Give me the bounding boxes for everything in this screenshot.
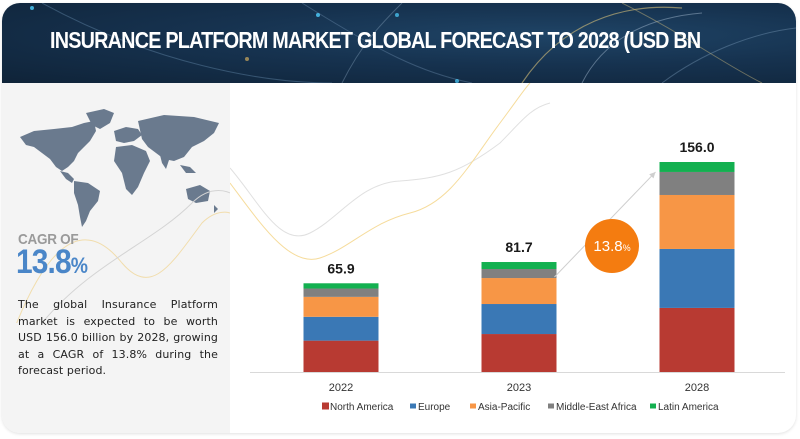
- growth-arrow-head: [649, 172, 656, 179]
- legend-label: Europe: [418, 402, 451, 413]
- x-tick-label: 2028: [685, 382, 709, 394]
- banner-light-trails: [30, 3, 796, 83]
- legend-item-middle-east-africa: Middle-East Africa: [548, 402, 637, 413]
- bar-segment-middle-east-africa-2022: [303, 288, 379, 297]
- bar-total-label: 65.9: [327, 260, 354, 276]
- stacked-bar-chart: 65.9 2022 81.7 2023 156.0 2028 13.8% North Am…: [229, 82, 785, 413]
- decorative-curves: [16, 190, 230, 323]
- bar-total-label: 81.7: [505, 239, 532, 255]
- bar-segment-asia-pacific-2022: [303, 296, 379, 317]
- legend-swatch: [548, 403, 554, 409]
- bar-segment-middle-east-africa-2023: [481, 269, 557, 279]
- decorative-curve-gold: [229, 82, 531, 260]
- bar-segment-north-america-2028: [659, 307, 735, 372]
- legend-label: Latin America: [658, 402, 719, 413]
- x-tick-label: 2023: [507, 382, 531, 394]
- summary-text: The global Insurance Platform market is …: [18, 298, 218, 377]
- world-map-icon: [20, 109, 219, 227]
- summary-panel: CAGR OF 13.8% The global Insurance Platf…: [2, 83, 230, 433]
- bar-segment-north-america-2023: [481, 334, 557, 372]
- chart-area: 65.9 2022 81.7 2023 156.0 2028 13.8% North Am…: [229, 82, 796, 433]
- cagr-value: 13.8%: [16, 243, 88, 282]
- legend-swatch: [410, 403, 416, 409]
- legend-label: Middle-East Africa: [556, 402, 637, 413]
- bar-segment-europe-2028: [659, 248, 735, 308]
- cagr-label: CAGR OF: [18, 231, 79, 248]
- legend-label: Asia-Pacific: [478, 402, 530, 413]
- bar-group-2022: 65.9 2022: [303, 260, 379, 394]
- cagr-number: 13.8: [16, 243, 72, 281]
- badge-number: 13.8: [593, 238, 622, 255]
- cagr-badge: 13.8%: [585, 219, 639, 273]
- bar-group-2023: 81.7 2023: [481, 239, 557, 394]
- cagr-badge-circle: [585, 219, 639, 273]
- legend-item-asia-pacific: Asia-Pacific: [470, 402, 530, 413]
- bar-segment-latin-america-2023: [481, 262, 557, 270]
- legend-swatch: [322, 402, 329, 410]
- legend-label: North America: [330, 402, 394, 413]
- bar-segment-europe-2022: [303, 316, 379, 341]
- title-banner: INSURANCE PLATFORM MARKET GLOBAL FORECAS…: [2, 3, 796, 83]
- bar-segment-north-america-2022: [303, 340, 379, 372]
- chart-title: INSURANCE PLATFORM MARKET GLOBAL FORECAS…: [50, 27, 701, 53]
- bar-group-2028: 156.0 2028: [659, 139, 735, 394]
- legend-swatch: [650, 403, 656, 409]
- legend-swatch: [470, 403, 476, 409]
- legend-item-north-america: North America: [322, 402, 394, 413]
- bar-segment-latin-america-2022: [303, 283, 379, 289]
- bar-segment-asia-pacific-2023: [481, 278, 557, 305]
- decorative-curve-gray: [229, 102, 551, 237]
- legend-item-europe: Europe: [410, 402, 451, 413]
- cagr-badge-text: 13.8%: [593, 238, 630, 255]
- bar-segment-asia-pacific-2028: [659, 194, 735, 249]
- cagr-percent: %: [70, 253, 88, 278]
- legend-item-latin-america: Latin America: [650, 402, 719, 413]
- badge-percent: %: [623, 243, 631, 253]
- bar-total-label: 156.0: [679, 139, 714, 155]
- infographic-card: INSURANCE PLATFORM MARKET GLOBAL FORECAS…: [2, 3, 796, 433]
- bar-segment-middle-east-africa-2028: [659, 171, 735, 195]
- x-tick-label: 2022: [329, 382, 353, 394]
- bar-segment-latin-america-2028: [659, 162, 735, 172]
- bar-segment-europe-2023: [481, 304, 557, 335]
